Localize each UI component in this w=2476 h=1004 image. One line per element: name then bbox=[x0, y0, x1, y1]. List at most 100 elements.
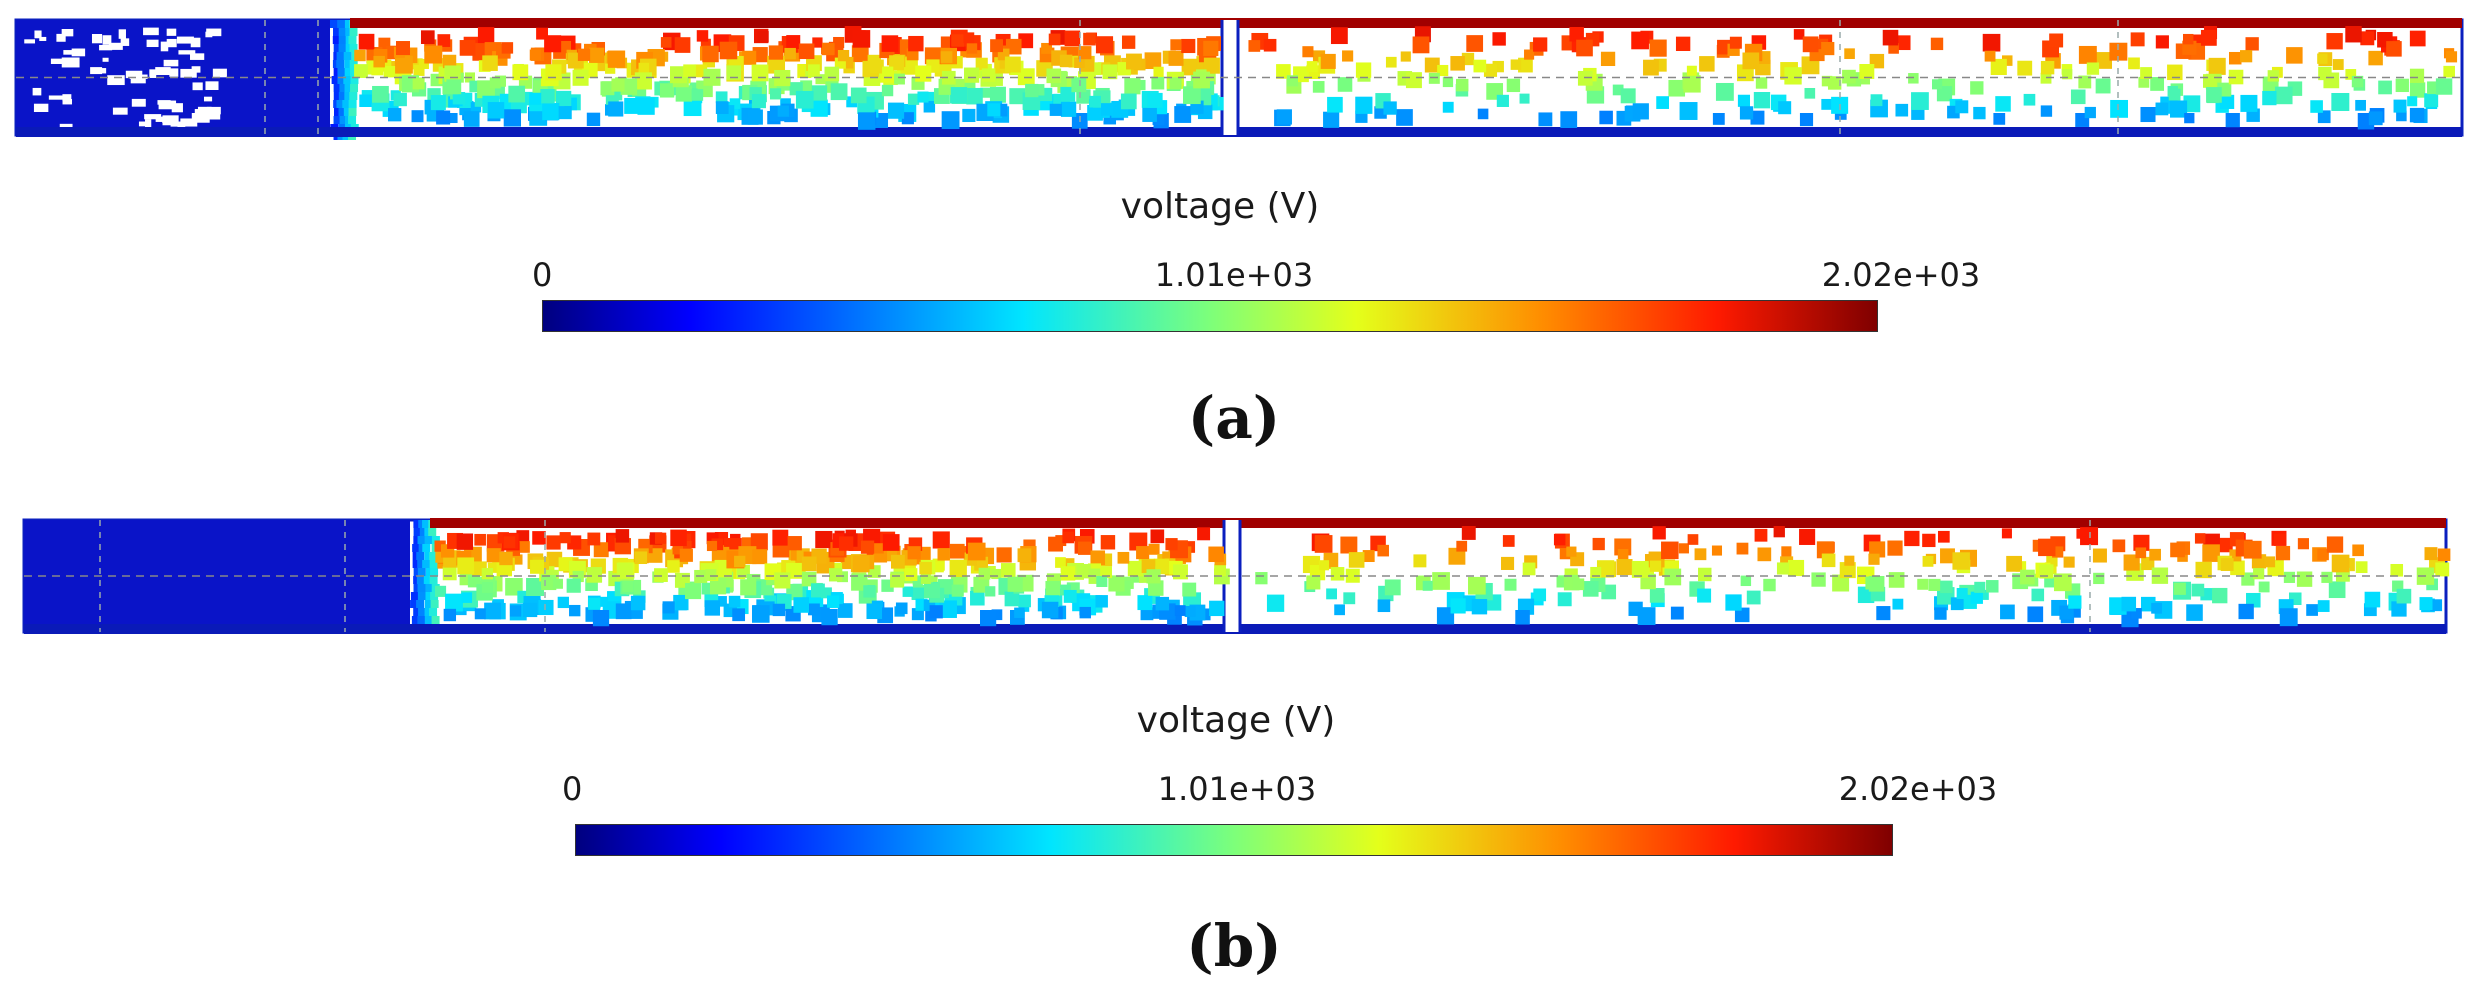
transition-cell bbox=[417, 584, 426, 592]
particle bbox=[683, 64, 696, 78]
particle bbox=[622, 580, 634, 593]
particle bbox=[1984, 50, 1996, 62]
particle bbox=[588, 597, 601, 610]
particle bbox=[1504, 578, 1517, 591]
particle bbox=[1450, 56, 1465, 71]
particle bbox=[518, 541, 530, 553]
particle bbox=[1832, 574, 1850, 592]
particle bbox=[1737, 94, 1751, 107]
particle bbox=[1590, 566, 1602, 578]
particle bbox=[821, 42, 835, 56]
particle bbox=[911, 587, 925, 601]
particle bbox=[529, 92, 542, 105]
particle bbox=[2110, 99, 2128, 118]
particle bbox=[1062, 531, 1075, 544]
particle bbox=[1937, 530, 1950, 543]
particle bbox=[1345, 568, 1360, 583]
particle bbox=[985, 586, 996, 597]
particle bbox=[2017, 60, 2033, 76]
transition-cell bbox=[412, 560, 421, 568]
particle bbox=[941, 70, 956, 85]
void-cell bbox=[125, 70, 143, 79]
particle bbox=[2109, 42, 2128, 61]
particle bbox=[2068, 595, 2082, 609]
void-cell bbox=[32, 87, 42, 96]
particle bbox=[1931, 79, 1943, 90]
particle bbox=[2220, 558, 2234, 571]
particle bbox=[1656, 96, 1670, 109]
particle bbox=[1687, 534, 1699, 545]
particle bbox=[1930, 37, 1944, 51]
particle bbox=[911, 608, 924, 621]
particle bbox=[1396, 109, 1413, 126]
particle bbox=[933, 561, 944, 573]
void-cell bbox=[33, 103, 49, 112]
particle bbox=[1148, 543, 1160, 555]
particle bbox=[1078, 541, 1092, 555]
particle bbox=[418, 58, 429, 70]
particle bbox=[470, 102, 482, 113]
particle bbox=[2040, 60, 2055, 75]
particle bbox=[1209, 600, 1225, 617]
particle bbox=[1087, 104, 1103, 121]
void-cell bbox=[112, 107, 128, 115]
particle bbox=[801, 556, 817, 572]
particle bbox=[1405, 72, 1422, 89]
transition-cell bbox=[417, 592, 426, 600]
particle bbox=[940, 51, 953, 63]
particle bbox=[371, 63, 384, 76]
void-cell bbox=[120, 38, 130, 46]
particle bbox=[1041, 42, 1053, 54]
particle bbox=[2378, 80, 2392, 95]
particle bbox=[2150, 77, 2165, 91]
particle bbox=[660, 37, 672, 48]
particle bbox=[997, 48, 1010, 61]
particle bbox=[358, 33, 375, 50]
particle bbox=[637, 97, 655, 115]
transition-cell bbox=[336, 52, 345, 60]
particle bbox=[1048, 536, 1063, 552]
particle bbox=[1922, 555, 1934, 567]
particle bbox=[1686, 65, 1697, 76]
particle bbox=[2194, 533, 2206, 544]
particle bbox=[566, 578, 581, 593]
caption-b: (b) bbox=[1186, 912, 1282, 980]
transition-cell bbox=[430, 592, 439, 600]
particle bbox=[2326, 33, 2343, 50]
particle bbox=[1620, 88, 1636, 104]
particle bbox=[700, 38, 711, 49]
particle bbox=[1314, 535, 1333, 553]
particle bbox=[2095, 78, 2111, 94]
particle bbox=[1168, 50, 1184, 66]
particle bbox=[1804, 87, 1816, 99]
particle bbox=[1679, 102, 1698, 120]
particle bbox=[1616, 559, 1633, 576]
void-cell bbox=[194, 109, 205, 118]
particle bbox=[1612, 84, 1624, 96]
particle bbox=[981, 68, 996, 82]
particle bbox=[2020, 569, 2035, 585]
particle bbox=[2326, 536, 2344, 553]
particle bbox=[2390, 563, 2404, 577]
particle bbox=[747, 109, 763, 125]
particle bbox=[2039, 564, 2054, 579]
particle bbox=[1729, 36, 1742, 49]
particle bbox=[2386, 41, 2402, 57]
particle bbox=[1869, 541, 1886, 558]
particle bbox=[1182, 86, 1201, 105]
particle bbox=[2186, 604, 2203, 621]
void-cell bbox=[34, 30, 42, 39]
particle bbox=[1649, 560, 1662, 572]
particle bbox=[2078, 75, 2092, 89]
particle bbox=[1306, 575, 1321, 590]
particle bbox=[600, 81, 615, 96]
particle bbox=[937, 548, 950, 561]
transition-cell bbox=[338, 44, 347, 52]
particle bbox=[2283, 571, 2296, 583]
particle bbox=[2191, 583, 2205, 597]
particle bbox=[1844, 555, 1855, 566]
particle bbox=[1506, 78, 1521, 93]
void-cell bbox=[61, 29, 74, 37]
particle bbox=[489, 77, 501, 89]
colorbar-max-label-b: 2.02e+03 bbox=[1838, 770, 1998, 808]
